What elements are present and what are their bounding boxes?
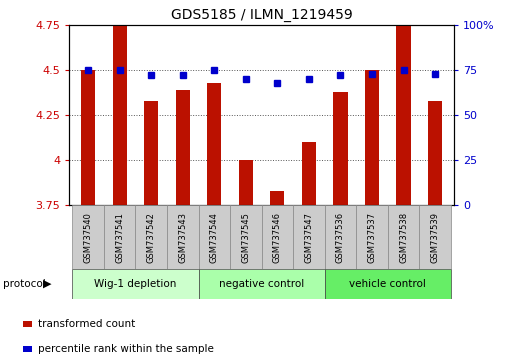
- Text: GSM737539: GSM737539: [430, 212, 440, 263]
- Text: ▶: ▶: [44, 279, 52, 289]
- Text: negative control: negative control: [219, 279, 304, 289]
- Title: GDS5185 / ILMN_1219459: GDS5185 / ILMN_1219459: [171, 8, 352, 22]
- Bar: [199, 269, 325, 299]
- Text: protocol: protocol: [3, 279, 45, 289]
- Text: GSM737542: GSM737542: [147, 212, 156, 263]
- Bar: [81, 70, 95, 205]
- Bar: [270, 191, 285, 205]
- Bar: [365, 70, 379, 205]
- Bar: [207, 82, 222, 205]
- Text: GSM737538: GSM737538: [399, 212, 408, 263]
- Bar: [356, 205, 388, 269]
- Bar: [325, 205, 356, 269]
- Bar: [167, 205, 199, 269]
- Text: GSM737543: GSM737543: [179, 212, 187, 263]
- Text: GSM737541: GSM737541: [115, 212, 124, 263]
- Text: GSM737537: GSM737537: [367, 212, 377, 263]
- Bar: [144, 101, 159, 205]
- Bar: [175, 90, 190, 205]
- Bar: [397, 25, 410, 205]
- Bar: [262, 205, 293, 269]
- Bar: [72, 269, 199, 299]
- Text: GSM737536: GSM737536: [336, 212, 345, 263]
- Bar: [72, 205, 104, 269]
- Bar: [135, 205, 167, 269]
- Bar: [199, 205, 230, 269]
- Text: GSM737540: GSM737540: [84, 212, 93, 263]
- Bar: [230, 205, 262, 269]
- Text: GSM737546: GSM737546: [273, 212, 282, 263]
- Bar: [333, 92, 348, 205]
- Bar: [293, 205, 325, 269]
- Bar: [113, 25, 127, 205]
- Text: percentile rank within the sample: percentile rank within the sample: [38, 344, 214, 354]
- Bar: [239, 160, 253, 205]
- Text: GSM737547: GSM737547: [304, 212, 313, 263]
- Bar: [325, 269, 451, 299]
- Bar: [428, 101, 442, 205]
- Text: GSM737544: GSM737544: [210, 212, 219, 263]
- Bar: [388, 205, 419, 269]
- Text: Wig-1 depletion: Wig-1 depletion: [94, 279, 176, 289]
- Bar: [419, 205, 451, 269]
- Bar: [104, 205, 135, 269]
- Text: vehicle control: vehicle control: [349, 279, 426, 289]
- Bar: [302, 142, 316, 205]
- Text: GSM737545: GSM737545: [241, 212, 250, 263]
- Text: transformed count: transformed count: [38, 319, 136, 329]
